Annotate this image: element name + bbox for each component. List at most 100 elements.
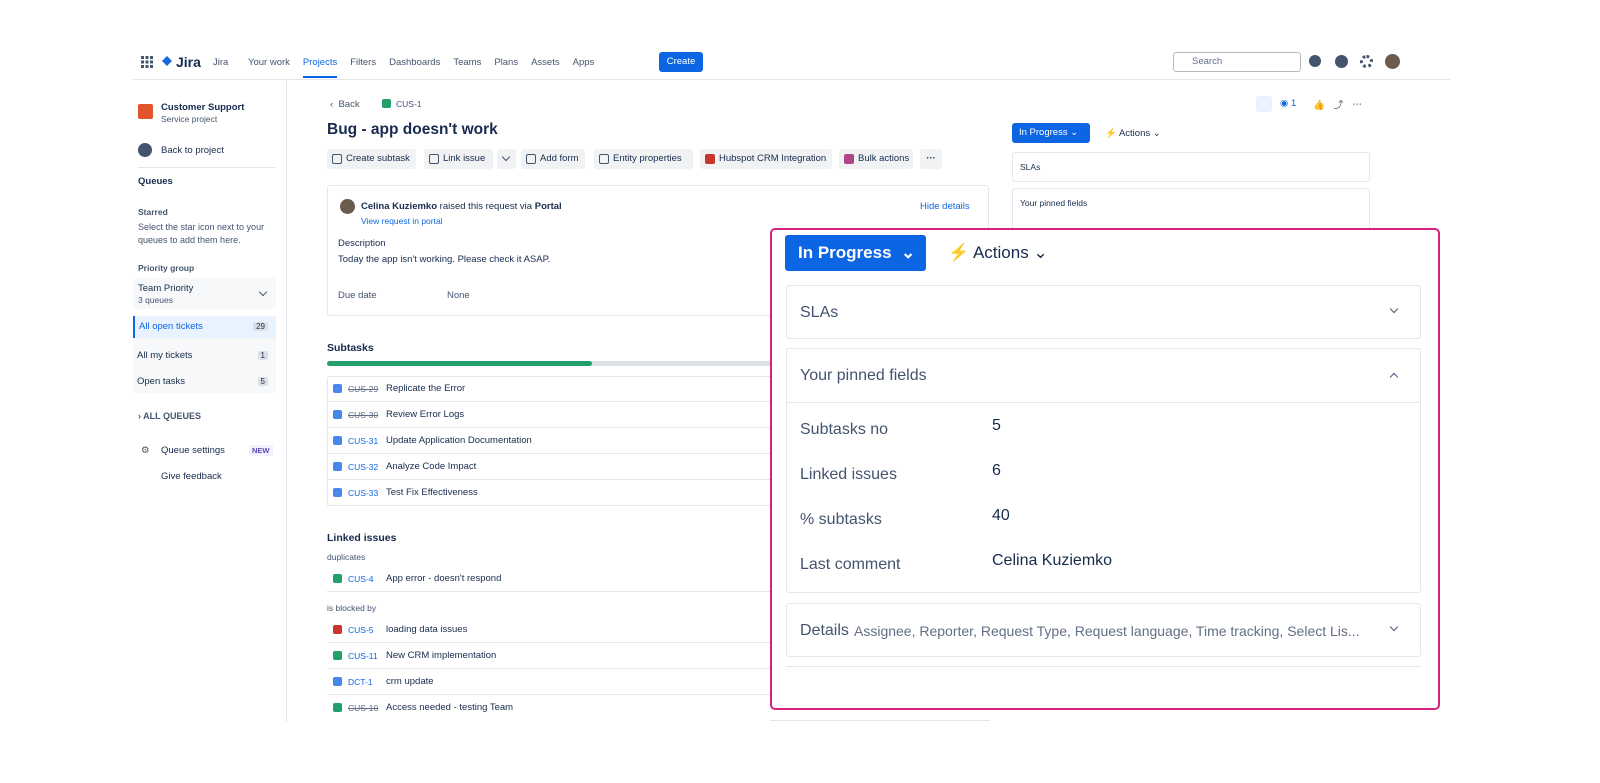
toolbar-icon xyxy=(332,154,342,164)
toolbar-icon xyxy=(429,154,439,164)
actions-button[interactable]: ⚡ Actions ⌄ xyxy=(1105,128,1161,139)
relation: duplicates xyxy=(327,552,366,562)
zoom-sla[interactable]: SLAs xyxy=(786,285,1421,339)
settings[interactable] xyxy=(1360,55,1373,68)
link-dropdown[interactable] xyxy=(497,149,516,169)
progress-bar xyxy=(327,361,592,366)
request-line: Celina Kuziemko raised this request via … xyxy=(361,201,562,212)
sidebar-border xyxy=(286,80,287,722)
search-box[interactable]: Search xyxy=(1173,52,1301,72)
issue-summary: Test Fix Effectiveness xyxy=(386,487,478,498)
toolbar-button[interactable]: Entity properties xyxy=(594,149,693,169)
app-switcher[interactable] xyxy=(141,56,153,68)
logo-text[interactable]: Jira xyxy=(176,54,201,70)
issue-row[interactable]: CUS-32 Analyze Code Impact xyxy=(327,454,990,480)
issue-type-icon xyxy=(333,703,342,712)
watchers[interactable]: ◉ 1 xyxy=(1280,98,1297,109)
zoom-actions[interactable]: ⚡ Actions ⌄ xyxy=(948,243,1048,262)
issue-row[interactable]: CUS-29 Replicate the Error xyxy=(327,376,990,402)
issue-type-icon xyxy=(333,625,342,634)
issue-summary: Analyze Code Impact xyxy=(386,461,477,472)
project-type: Service project xyxy=(161,114,218,124)
zoom-actions-label: Actions xyxy=(972,243,1029,262)
issue-row[interactable]: CUS-11 New CRM implementation xyxy=(327,643,990,669)
toolbar-button[interactable]: Link issue xyxy=(424,149,493,169)
issue-title: Bug - app doesn't work xyxy=(327,121,498,138)
toolbar-label: Hubspot CRM Integration xyxy=(719,153,827,164)
nav-item[interactable]: Dashboards xyxy=(389,57,441,68)
nav-item[interactable]: Teams xyxy=(453,57,482,68)
group-name: Team Priority xyxy=(138,283,194,294)
status-button[interactable]: In Progress ⌄ xyxy=(1012,123,1090,143)
field-value: 40 xyxy=(992,507,1010,524)
queue-count: 29 xyxy=(253,322,268,331)
search-placeholder: Search xyxy=(1192,56,1223,67)
toolbar-button[interactable]: Add form xyxy=(521,149,585,169)
site-name[interactable]: Jira xyxy=(213,57,229,68)
pinned-label: Your pinned fields xyxy=(1020,198,1088,208)
zoom-status[interactable]: In Progress ⌄ xyxy=(785,235,926,271)
project-name[interactable]: Customer Support xyxy=(161,102,245,113)
details-list: Assignee, Reporter, Request Type, Reques… xyxy=(854,623,1360,639)
give-feedback[interactable]: Give feedback xyxy=(161,471,222,482)
back-to-project[interactable]: Back to project xyxy=(161,145,224,156)
toolbar-button[interactable]: Hubspot CRM Integration xyxy=(700,149,832,169)
issue-row[interactable]: CUS-30 Review Error Logs xyxy=(327,402,990,428)
queue-name: All my tickets xyxy=(137,350,193,361)
nav-item[interactable]: Plans xyxy=(494,57,519,68)
toolbar-label: Link issue xyxy=(443,153,486,164)
back-icon xyxy=(138,143,152,157)
issue-type-icon xyxy=(333,651,342,660)
chevron xyxy=(258,287,268,297)
issue-summary: Access needed - testing Team xyxy=(386,702,514,713)
project-icon xyxy=(138,104,153,119)
queue-row[interactable]: Open tasks 5 xyxy=(133,371,276,393)
feedback-icon[interactable] xyxy=(1256,96,1272,112)
zoom-status-label: In Progress xyxy=(798,243,892,262)
issue-summary: Review Error Logs xyxy=(386,409,465,420)
issue-key: CUS-10 xyxy=(348,703,379,713)
nav-item[interactable]: Your work xyxy=(248,57,290,68)
help[interactable] xyxy=(1335,55,1348,68)
queue-settings[interactable]: Queue settings xyxy=(161,445,225,456)
toolbar-button[interactable]: Create subtask xyxy=(327,149,416,169)
jira-logo[interactable] xyxy=(161,55,173,69)
issue-summary: Update Application Documentation xyxy=(386,435,532,446)
toolbar-label: Add form xyxy=(540,153,579,164)
issue-type-icon xyxy=(333,488,342,497)
zoom-details[interactable]: Details Assignee, Reporter, Request Type… xyxy=(786,603,1421,657)
field-label: % subtasks xyxy=(800,511,882,528)
zoom-pinned-label: Your pinned fields xyxy=(800,367,927,384)
hide-details[interactable]: Hide details xyxy=(920,201,970,212)
all-queues-label: ALL QUEUES xyxy=(143,411,202,421)
create-button[interactable]: Create xyxy=(659,52,703,72)
issue-row[interactable]: CUS-33 Test Fix Effectiveness xyxy=(327,480,990,506)
issue-key[interactable]: CUS-1 xyxy=(396,99,422,109)
top-nav: Jira Jira Your work Projects Filters Dashbo… xyxy=(133,52,1450,80)
issue-type-icon xyxy=(333,462,342,471)
issue-row[interactable]: CUS-5 loading data issues xyxy=(327,617,990,643)
back-link[interactable]: ‹ Back xyxy=(330,99,360,110)
issue-type-icon xyxy=(333,436,342,445)
nav-item[interactable]: Apps xyxy=(572,57,595,68)
watch-count: 1 xyxy=(1290,98,1297,109)
toolbar-button[interactable]: Bulk actions xyxy=(839,149,913,169)
issue-key: CUS-30 xyxy=(348,410,379,420)
issue-row[interactable]: CUS-4 App error - doesn't respond xyxy=(327,566,990,592)
due-label: Due date xyxy=(338,290,377,301)
group-row[interactable]: Team Priority 3 queues xyxy=(133,278,276,309)
issue-row[interactable]: DCT-1 crm update xyxy=(327,669,990,695)
queue-row[interactable]: All my tickets 1 xyxy=(133,345,276,367)
field-value: Celina Kuziemko xyxy=(992,552,1113,569)
notifications[interactable] xyxy=(1309,55,1321,67)
queue-row[interactable]: All open tickets 29 xyxy=(133,316,276,338)
nav-item[interactable]: Assets xyxy=(531,57,560,68)
nav-item[interactable]: Projects xyxy=(302,57,338,78)
all-queues[interactable]: › ALL QUEUES xyxy=(138,411,202,421)
view-in-portal[interactable]: View request in portal xyxy=(361,216,443,226)
sla-box[interactable]: SLAs xyxy=(1012,152,1370,182)
nav-item[interactable]: Filters xyxy=(350,57,377,68)
avatar[interactable] xyxy=(1385,54,1400,69)
issue-row[interactable]: CUS-31 Update Application Documentation xyxy=(327,428,990,454)
more-button[interactable]: ··· xyxy=(920,149,942,169)
